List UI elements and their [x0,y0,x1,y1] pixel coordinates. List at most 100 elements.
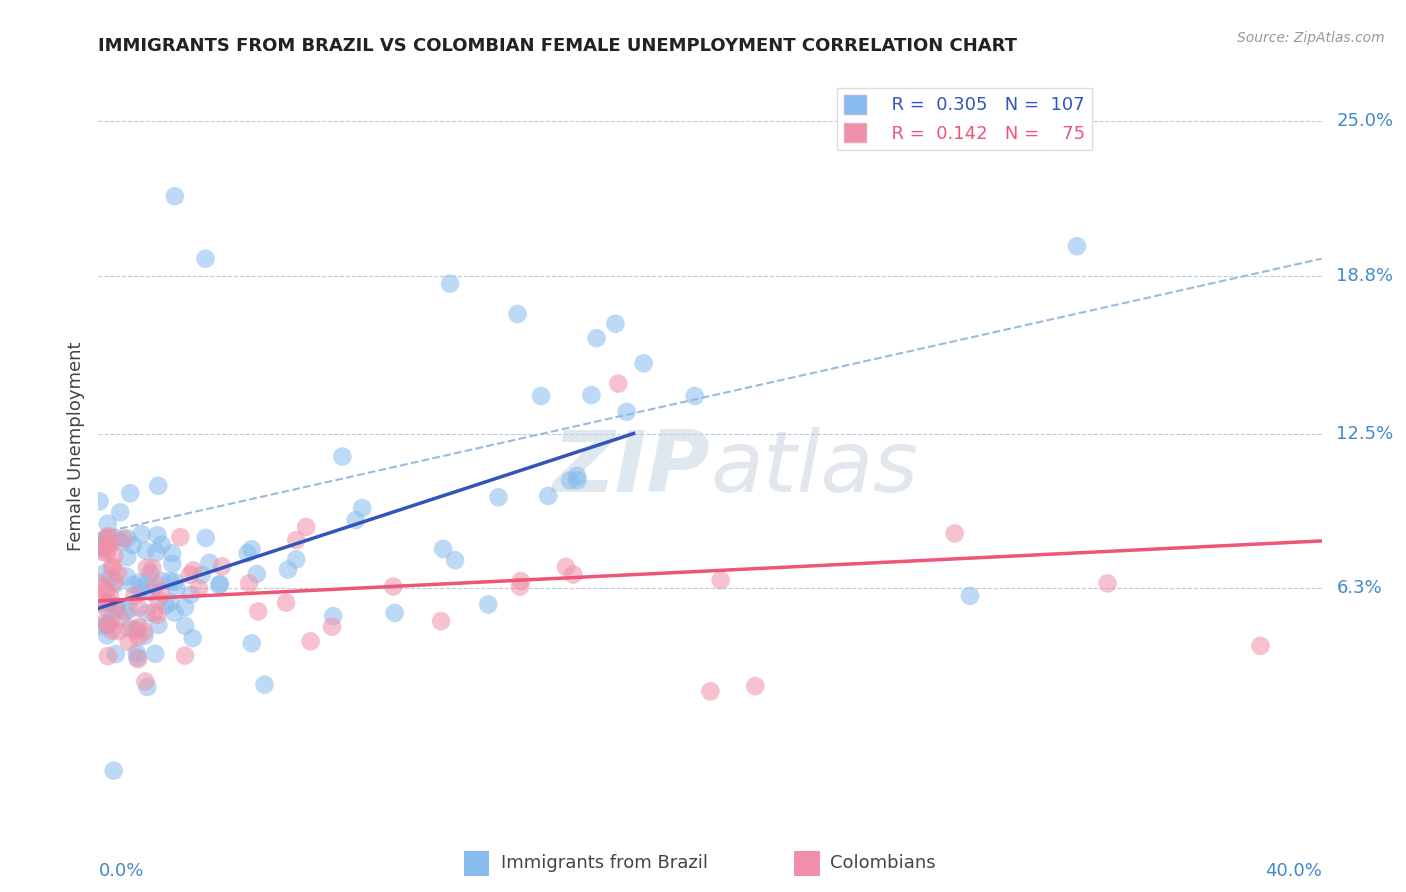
Point [179,567,201,582]
Point [159,574,181,588]
Point [488,491,510,505]
Point [285,552,308,566]
Point [149,585,172,599]
Point [93,593,115,607]
Point [136,606,159,620]
Point [581,388,603,402]
Point [97,530,120,544]
Text: ZIP: ZIP [553,427,710,510]
Point [118,621,141,635]
Point [110,534,132,549]
Point [146,607,169,622]
Point [253,678,276,692]
Point [174,600,197,615]
Point [180,588,202,602]
Point [135,544,157,558]
Point [683,389,706,403]
Point [128,620,150,634]
Point [277,563,299,577]
Point [384,606,406,620]
Point [567,473,589,487]
Point [194,531,217,545]
Point [127,630,149,644]
Point [174,648,197,663]
Point [97,542,120,557]
Point [121,538,143,552]
Point [477,598,499,612]
Point [136,577,159,591]
Point [105,599,128,613]
Point [129,575,152,590]
Point [240,636,263,650]
Point [321,620,343,634]
Point [110,612,132,626]
Point [432,541,454,556]
Point [181,564,204,578]
Point [104,574,127,589]
Point [209,577,232,591]
Point [145,577,167,591]
Point [299,634,322,648]
Point [101,610,124,624]
Point [107,624,129,639]
Point [246,566,269,581]
Point [139,566,162,581]
Point [120,486,142,500]
Point [101,560,124,574]
Point [332,450,354,464]
Point [114,604,136,618]
Text: atlas: atlas [710,427,918,510]
Point [124,624,146,638]
Point [430,614,453,628]
Point [585,331,607,345]
Point [98,536,121,550]
Point [89,597,111,611]
Point [90,535,112,549]
Point [509,574,531,588]
Point [122,578,145,592]
Point [274,596,297,610]
Point [98,571,121,585]
Point [382,580,405,594]
Point [94,533,117,547]
Point [1097,576,1119,591]
Point [128,600,150,615]
Point [943,526,966,541]
Point [97,649,120,664]
Point [118,603,141,617]
Point [104,577,127,591]
Point [89,540,111,554]
Point [104,647,127,661]
Point [181,631,204,645]
Point [166,582,188,596]
Point [127,652,149,666]
Point [101,559,124,574]
Text: 40.0%: 40.0% [1265,862,1322,880]
Point [155,598,177,612]
Point [562,567,585,582]
Point [211,559,233,574]
Point [699,684,721,698]
Point [1066,239,1088,253]
Point [134,624,156,639]
Text: Source: ZipAtlas.com: Source: ZipAtlas.com [1237,31,1385,45]
Point [150,574,173,588]
Point [555,560,578,574]
Point [142,561,165,575]
Point [959,589,981,603]
Point [101,624,124,638]
Point [607,376,630,391]
Point [159,595,181,609]
Point [710,574,733,588]
Text: IMMIGRANTS FROM BRAZIL VS COLOMBIAN FEMALE UNEMPLOYMENT CORRELATION CHART: IMMIGRANTS FROM BRAZIL VS COLOMBIAN FEMA… [98,37,1018,54]
Point [87,538,110,552]
Point [124,589,146,603]
Point [117,532,139,546]
Point [605,317,627,331]
Point [162,557,184,571]
Point [247,604,270,618]
Text: 6.3%: 6.3% [1336,580,1382,598]
Point [141,585,163,599]
Point [145,545,167,559]
Point [444,553,467,567]
